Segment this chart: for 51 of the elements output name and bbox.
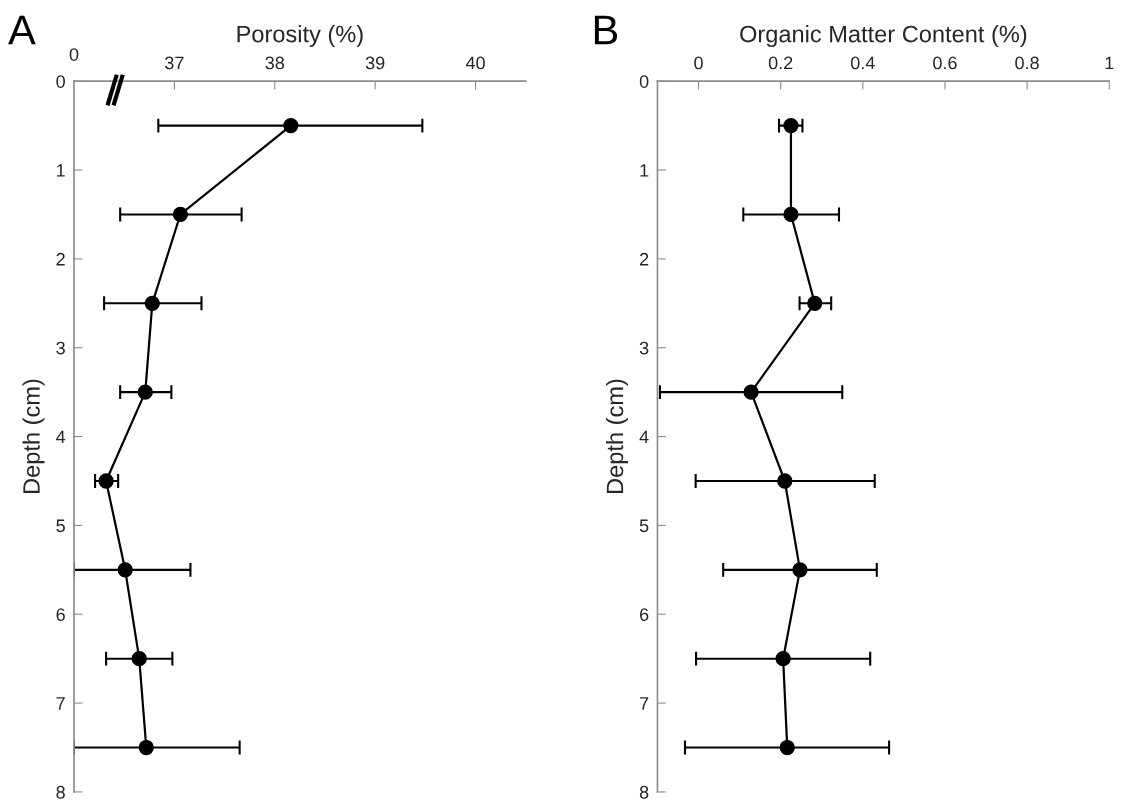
y-tick-label: 3 xyxy=(639,341,649,355)
x-tick-label: 40 xyxy=(465,56,485,70)
y-tick-label: 7 xyxy=(640,697,649,710)
x-axis-title: Porosity (%) xyxy=(237,25,363,48)
x-tick-label: 1 xyxy=(1105,56,1114,70)
x-tick-label: 0 xyxy=(694,56,703,70)
x-tick-label: 0.6 xyxy=(933,56,957,70)
x-tick-label: 0.2 xyxy=(768,56,793,70)
y-axis-title: Depth (cm) xyxy=(22,379,45,494)
text: 0 xyxy=(69,48,79,61)
y-tick-label: 2 xyxy=(56,252,65,266)
y-tick-label: 3 xyxy=(56,341,65,355)
y-tick-label: 0 xyxy=(639,75,649,88)
point xyxy=(137,384,153,400)
y-tick-label: 7 xyxy=(56,697,65,710)
x-tick-label: 0.8 xyxy=(1015,56,1039,70)
point xyxy=(131,651,147,667)
point xyxy=(138,739,154,756)
point xyxy=(779,739,795,756)
y-tick-label: 1 xyxy=(56,164,65,177)
y-tick-label: 5 xyxy=(56,519,65,533)
point xyxy=(172,206,189,223)
point xyxy=(777,473,793,489)
point xyxy=(783,117,799,134)
x-axis-title: Organic Matter Content (%) xyxy=(740,25,1027,48)
x-tick-label: 38 xyxy=(265,56,285,70)
point xyxy=(283,117,299,134)
y-tick-label: 8 xyxy=(639,785,649,799)
point xyxy=(98,473,114,489)
chart-title: B xyxy=(594,15,618,45)
y-tick-label: 8 xyxy=(56,785,65,799)
y-tick-label: 5 xyxy=(639,519,649,533)
y-tick-label: 2 xyxy=(640,252,649,266)
point xyxy=(775,651,791,667)
point xyxy=(783,206,799,223)
point xyxy=(792,562,808,578)
point xyxy=(117,562,133,578)
x-tick-label: 0.4 xyxy=(850,56,875,70)
point xyxy=(743,384,759,400)
x-tick-label: 39 xyxy=(365,56,385,70)
y-tick-label: 4 xyxy=(639,430,649,444)
y-tick-label: 1 xyxy=(640,164,649,177)
x-tick-label: 37 xyxy=(165,56,184,70)
y-tick-label: 0 xyxy=(56,75,65,88)
y-axis-title: Depth (cm) xyxy=(605,379,628,494)
y-tick-label: 6 xyxy=(640,608,649,621)
y-tick-label: 6 xyxy=(56,608,65,621)
chart-title: A xyxy=(8,15,36,45)
point xyxy=(807,295,823,311)
y-tick-label: 4 xyxy=(56,430,66,444)
point xyxy=(144,295,160,311)
